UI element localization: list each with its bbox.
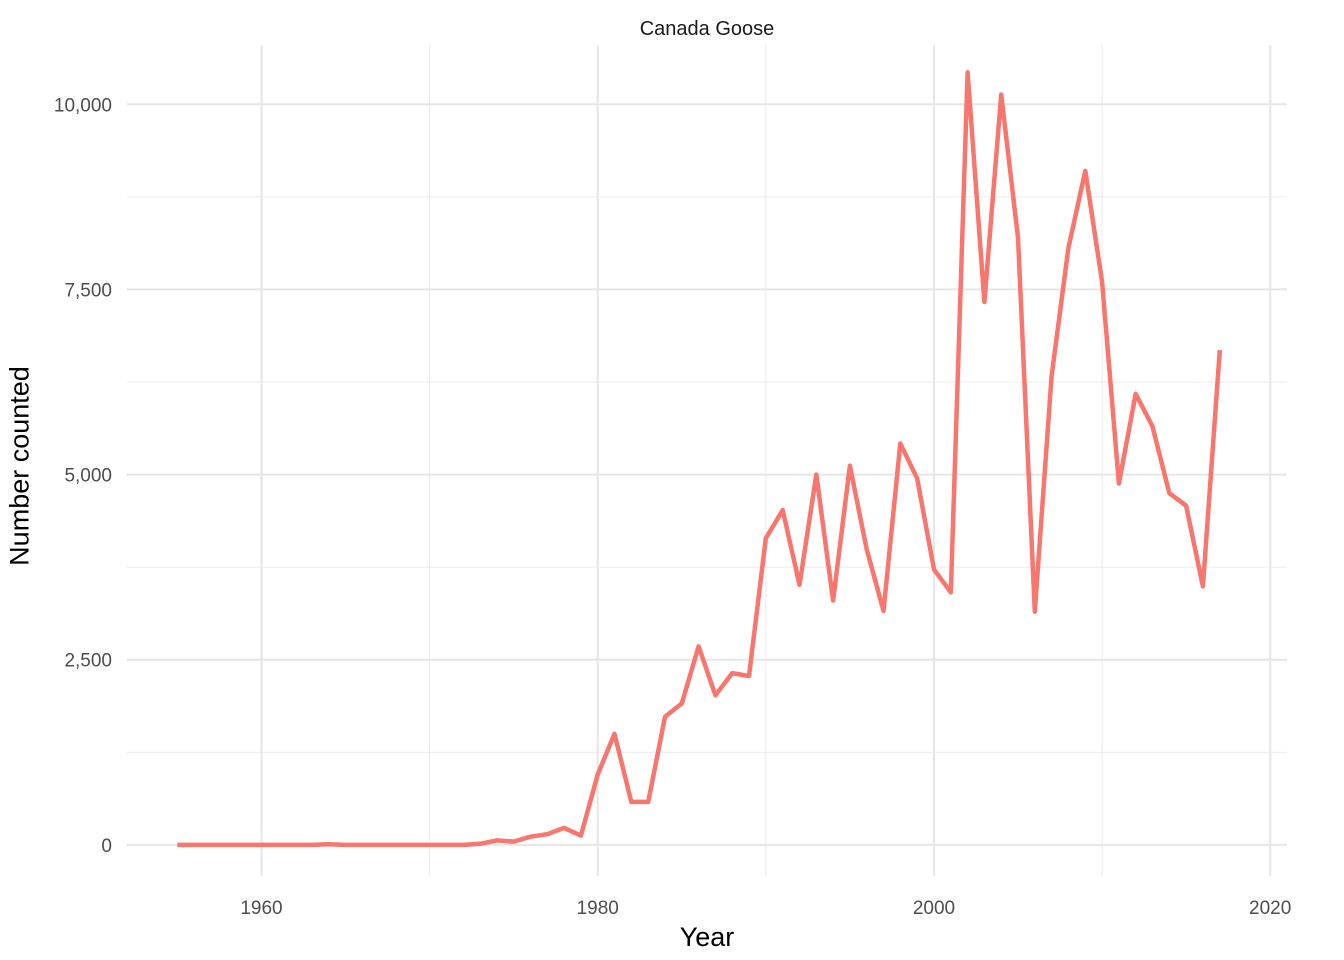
- major-gridlines: [127, 45, 1287, 876]
- y-tick-label: 7,500: [64, 280, 112, 301]
- x-tick-label: 1980: [577, 898, 619, 919]
- chart-title: Canada Goose: [639, 18, 775, 40]
- series-lines: [177, 70, 1223, 848]
- x-axis-label: Year: [679, 922, 735, 952]
- x-tick-label: 2000: [913, 898, 955, 919]
- y-tick-labels: 0 2,500 5,000 7,500 10,000: [54, 95, 112, 857]
- y-tick-label: 10,000: [54, 95, 112, 116]
- minor-gridlines: [127, 45, 1287, 876]
- x-tick-label: 1960: [240, 898, 282, 919]
- x-tick-labels: 1960 1980 2000 2020: [240, 898, 1291, 919]
- y-tick-label: 0: [101, 836, 112, 857]
- y-tick-label: 2,500: [64, 651, 112, 672]
- y-tick-label: 5,000: [64, 466, 112, 487]
- series-line: [177, 70, 1223, 848]
- x-tick-label: 2020: [1249, 898, 1291, 919]
